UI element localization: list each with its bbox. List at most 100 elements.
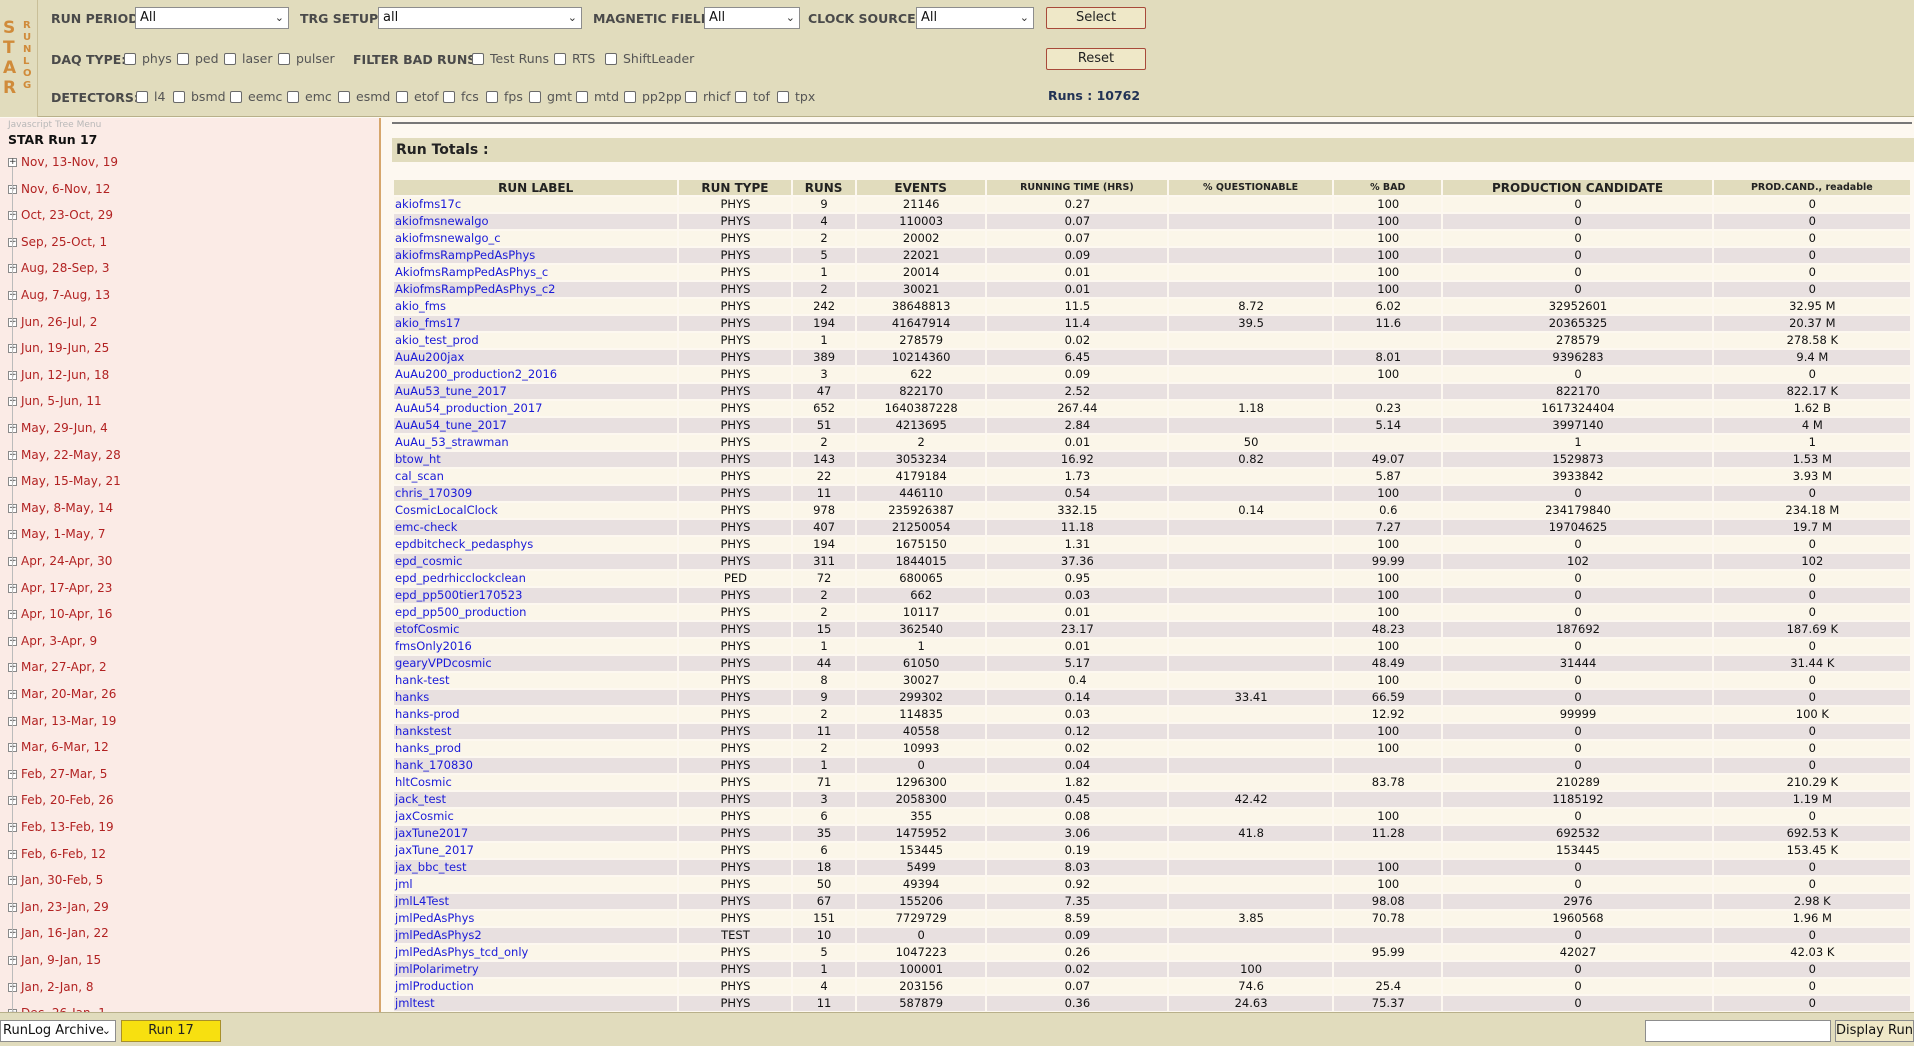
tree-week-label[interactable]: Apr, 17-Apr, 23: [21, 580, 113, 595]
run-label-link[interactable]: jaxTune2017: [394, 826, 678, 841]
run-label-link[interactable]: hank_170830: [394, 758, 678, 773]
tree-week-label[interactable]: May, 15-May, 21: [21, 474, 121, 489]
run-number-input[interactable]: [1645, 1020, 1831, 1042]
run-label-link[interactable]: gearyVPDcosmic: [394, 656, 678, 671]
run-label-link[interactable]: AuAu54_production_2017: [394, 401, 678, 416]
detector-esmd-checkbox[interactable]: esmd: [338, 89, 390, 105]
run-label-link[interactable]: jaxTune_2017: [394, 843, 678, 858]
run-label-link[interactable]: epd_cosmic: [394, 554, 678, 569]
tree-week-label[interactable]: Apr, 3-Apr, 9: [21, 633, 98, 648]
run-label-link[interactable]: akiofmsnewalgo_c: [394, 231, 678, 246]
detector-etof-checkbox[interactable]: etof: [396, 89, 439, 105]
run-label-link[interactable]: hanks-prod: [394, 707, 678, 722]
tree-week-label[interactable]: May, 1-May, 7: [21, 527, 106, 542]
run-label-link[interactable]: akiofmsRampPedAsPhys: [394, 248, 678, 263]
tree-week-item[interactable]: +Jan, 2-Jan, 8: [8, 980, 94, 998]
run-17-tab[interactable]: Run 17: [121, 1020, 221, 1042]
tree-week-label[interactable]: May, 8-May, 14: [21, 500, 114, 515]
tree-week-item[interactable]: +May, 15-May, 21: [8, 474, 121, 492]
tree-week-label[interactable]: Feb, 27-Mar, 5: [21, 766, 108, 781]
tree-week-label[interactable]: Jun, 19-Jun, 25: [21, 341, 110, 356]
run-label-link[interactable]: jmltest: [394, 996, 678, 1011]
run-label-link[interactable]: jmlProduction: [394, 979, 678, 994]
run-label-link[interactable]: akio_fms17: [394, 316, 678, 331]
run-label-link[interactable]: chris_170309: [394, 486, 678, 501]
tree-week-label[interactable]: Nov, 6-Nov, 12: [21, 181, 111, 196]
tree-week-label[interactable]: Mar, 20-Mar, 26: [21, 687, 117, 701]
tree-week-item[interactable]: +Jun, 19-Jun, 25: [8, 341, 109, 359]
run-label-link[interactable]: CosmicLocalClock: [394, 503, 678, 518]
daq-type-ped-checkbox[interactable]: ped: [177, 51, 219, 67]
tree-week-label[interactable]: Jan, 16-Jan, 22: [21, 926, 109, 941]
run-label-link[interactable]: hltCosmic: [394, 775, 678, 790]
run-label-link[interactable]: jack_test: [394, 792, 678, 807]
tree-week-label[interactable]: Oct, 23-Oct, 29: [21, 208, 113, 223]
tree-week-label[interactable]: Mar, 13-Mar, 19: [21, 713, 117, 728]
tree-week-label[interactable]: Feb, 20-Feb, 26: [21, 793, 114, 808]
tree-week-label[interactable]: Nov, 13-Nov, 19: [21, 155, 118, 169]
tree-week-item[interactable]: +May, 29-Jun, 4: [8, 421, 108, 439]
tree-week-item[interactable]: + Nov, 13-Nov, 19: [8, 155, 118, 173]
tree-week-item[interactable]: +Mar, 27-Apr, 2: [8, 660, 107, 678]
tree-week-item[interactable]: +Nov, 6-Nov, 12: [8, 182, 110, 200]
daq-type-pulser-checkbox[interactable]: pulser: [278, 51, 335, 67]
tree-week-item[interactable]: +Jan, 30-Feb, 5: [8, 873, 103, 891]
run-label-link[interactable]: AuAu200_production2_2016: [394, 367, 678, 382]
select-button[interactable]: Select: [1046, 7, 1146, 29]
tree-week-item[interactable]: +Jun, 26-Jul, 2: [8, 315, 97, 333]
filter-rts-checkbox[interactable]: RTS: [554, 51, 595, 67]
tree-week-item[interactable]: +Aug, 7-Aug, 13: [8, 288, 110, 306]
run-label-link[interactable]: akio_fms: [394, 299, 678, 314]
tree-week-item[interactable]: +Feb, 6-Feb, 12: [8, 847, 106, 865]
detector-tpx-checkbox[interactable]: tpx: [777, 89, 815, 105]
run-label-link[interactable]: hankstest: [394, 724, 678, 739]
run-label-link[interactable]: AkiofmsRampPedAsPhys_c2: [394, 282, 678, 297]
filter-test-runs-checkbox[interactable]: Test Runs: [472, 51, 549, 67]
tree-week-item[interactable]: +Apr, 3-Apr, 9: [8, 634, 97, 652]
tree-week-label[interactable]: Feb, 13-Feb, 19: [21, 820, 114, 834]
daq-type-phys-checkbox[interactable]: phys: [124, 51, 172, 67]
tree-week-label[interactable]: Jun, 5-Jun, 11: [21, 394, 102, 409]
detector-emc-checkbox[interactable]: emc: [287, 89, 332, 105]
tree-week-label[interactable]: Jun, 26-Jul, 2: [21, 314, 98, 329]
tree-week-item[interactable]: +Mar, 6-Mar, 12: [8, 740, 109, 758]
detector-gmt-checkbox[interactable]: gmt: [529, 89, 572, 105]
clock-source-select[interactable]: All ⌄: [916, 7, 1034, 29]
tree-week-item[interactable]: +May, 8-May, 14: [8, 501, 113, 519]
detector-fps-checkbox[interactable]: fps: [486, 89, 523, 105]
tree-week-label[interactable]: Sep, 25-Oct, 1: [21, 234, 108, 249]
tree-week-item[interactable]: +Jan, 23-Jan, 29: [8, 900, 109, 918]
tree-week-item[interactable]: +Feb, 27-Mar, 5: [8, 767, 107, 785]
run-label-link[interactable]: AuAu200jax: [394, 350, 678, 365]
tree-week-item[interactable]: +Mar, 20-Mar, 26: [8, 687, 116, 705]
tree-week-label[interactable]: Jan, 2-Jan, 8: [21, 979, 94, 994]
tree-week-label[interactable]: Mar, 6-Mar, 12: [21, 740, 109, 755]
run-label-link[interactable]: hanks_prod: [394, 741, 678, 756]
filter-shiftleader-checkbox[interactable]: ShiftLeader: [605, 51, 694, 67]
run-label-link[interactable]: epd_pedrhicclockclean: [394, 571, 678, 586]
tree-week-item[interactable]: +Sep, 25-Oct, 1: [8, 235, 107, 253]
tree-week-label[interactable]: May, 29-Jun, 4: [21, 421, 108, 435]
daq-type-laser-checkbox[interactable]: laser: [224, 51, 272, 67]
tree-week-label[interactable]: Feb, 6-Feb, 12: [21, 846, 106, 861]
tree-week-label[interactable]: Jan, 30-Feb, 5: [21, 873, 104, 888]
run-label-link[interactable]: akio_test_prod: [394, 333, 678, 348]
detector-tof-checkbox[interactable]: tof: [735, 89, 770, 105]
detector-mtd-checkbox[interactable]: mtd: [576, 89, 619, 105]
tree-root-title[interactable]: STAR Run 17: [8, 132, 98, 147]
tree-week-label[interactable]: Apr, 10-Apr, 16: [21, 607, 113, 622]
tree-week-item[interactable]: +Aug, 28-Sep, 3: [8, 261, 110, 279]
detector-pp2pp-checkbox[interactable]: pp2pp: [624, 89, 682, 105]
tree-week-label[interactable]: Apr, 24-Apr, 30: [21, 554, 113, 568]
detector-rhicf-checkbox[interactable]: rhicf: [685, 89, 731, 105]
display-run-button[interactable]: Display Run: [1835, 1020, 1914, 1042]
tree-week-label[interactable]: Aug, 28-Sep, 3: [21, 261, 110, 276]
detector-l4-checkbox[interactable]: l4: [136, 89, 165, 105]
run-label-link[interactable]: etofCosmic: [394, 622, 678, 637]
tree-week-label[interactable]: Mar, 27-Apr, 2: [21, 660, 107, 675]
tree-week-label[interactable]: Dec, 26-Jan, 1: [21, 1006, 106, 1012]
run-label-link[interactable]: fmsOnly2016: [394, 639, 678, 654]
magnetic-field-select[interactable]: All ⌄: [704, 7, 800, 29]
tree-week-item[interactable]: +Apr, 10-Apr, 16: [8, 607, 112, 625]
tree-week-item[interactable]: +Mar, 13-Mar, 19: [8, 714, 116, 732]
